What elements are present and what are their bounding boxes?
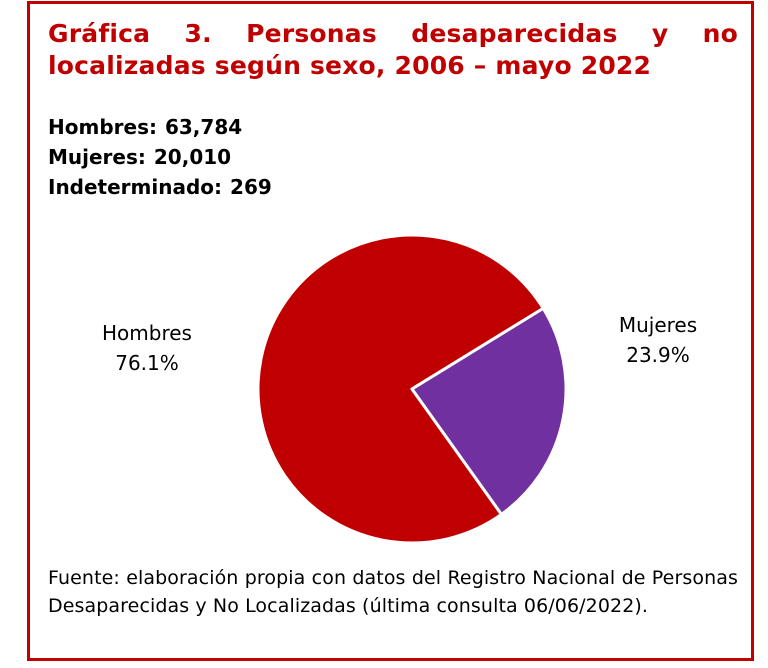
stat-value: 63,784 (164, 115, 243, 139)
stat-indeterminado: Indeterminado: 269 (48, 172, 272, 202)
stat-value: 20,010 (153, 145, 232, 169)
slice-label-mujeres: Mujeres (619, 313, 697, 337)
stat-label: Hombres: (48, 115, 157, 139)
pie-chart: Hombres 76.1% Mujeres 23.9% (102, 233, 697, 545)
slice-percent-mujeres: 23.9% (626, 343, 690, 367)
stat-label: Mujeres: (48, 145, 146, 169)
slice-percent-hombres: 76.1% (115, 351, 179, 375)
stat-label: Indeterminado: (48, 175, 223, 199)
pie-slice-hombres (256, 233, 545, 545)
chart-frame: Gráfica 3. Personas desaparecidas y no l… (27, 1, 754, 661)
pie-slice-mujeres (410, 306, 568, 516)
stat-value: 269 (230, 175, 272, 199)
stats-block: Hombres: 63,784 Mujeres: 20,010 Indetermin… (48, 112, 272, 202)
slice-label-hombres: Hombres (102, 321, 192, 345)
source-note: Fuente: elaboración propia con datos del… (48, 567, 738, 617)
stat-mujeres: Mujeres: 20,010 (48, 142, 272, 172)
chart-title: Gráfica 3. Personas desaparecidas y no l… (48, 19, 738, 80)
stat-hombres: Hombres: 63,784 (48, 112, 272, 142)
